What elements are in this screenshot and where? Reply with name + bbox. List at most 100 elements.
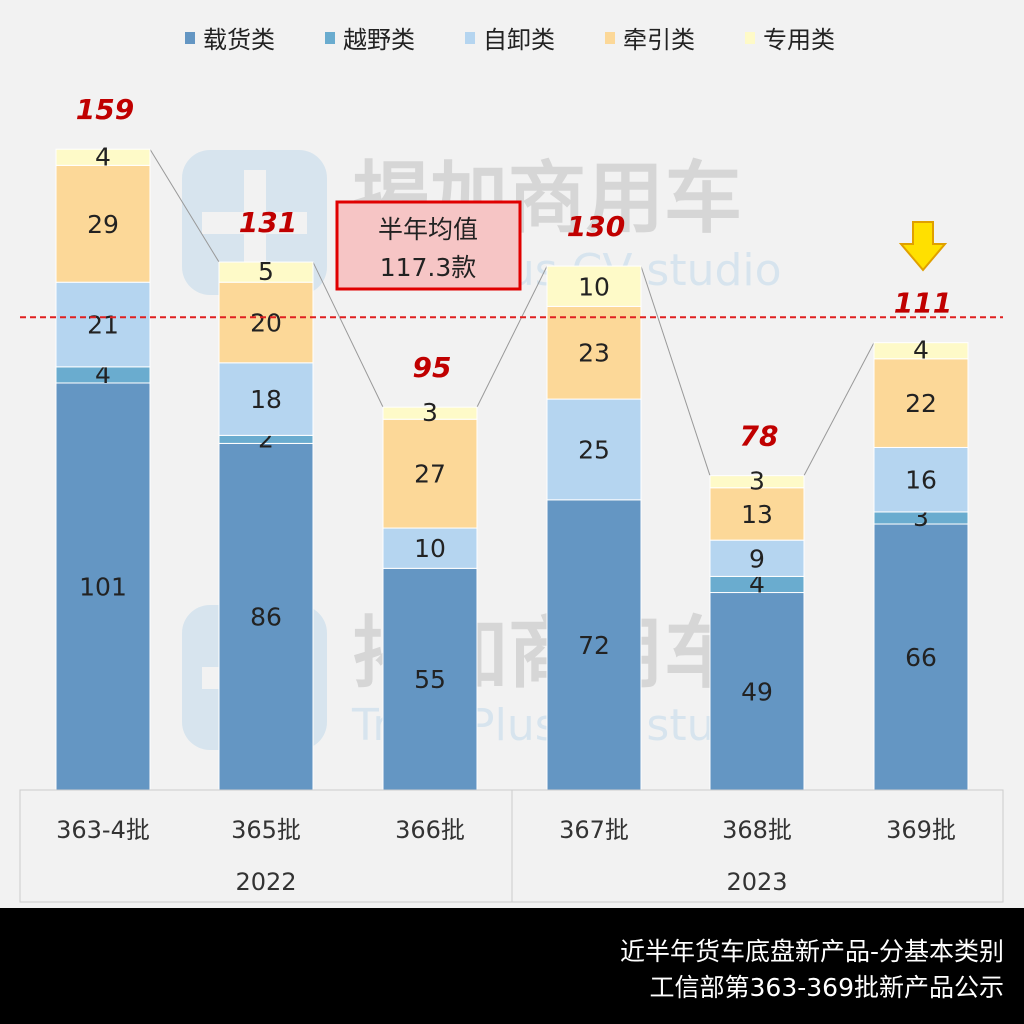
total-label: 159 — [76, 93, 134, 126]
data-label: 5 — [258, 257, 274, 286]
data-label: 49 — [741, 677, 773, 706]
bar-segment — [55, 148, 151, 166]
connector-line — [149, 148, 220, 263]
data-label: 4 — [95, 142, 111, 171]
bar-segment — [709, 487, 805, 541]
bar-segment — [55, 164, 151, 283]
data-label: 13 — [741, 500, 773, 529]
bar-segment — [218, 281, 314, 364]
data-label: 4 — [913, 336, 929, 365]
data-label: 101 — [79, 572, 127, 601]
data-label: 10 — [578, 272, 610, 301]
bar-segment — [382, 527, 478, 569]
connector-line — [803, 342, 875, 476]
bar-segment — [873, 342, 969, 360]
x-axis: 363-4批 365批 366批 367批 368批 369批 2022 2023 — [19, 789, 1004, 903]
bar-stack: 72 25 23 10 130 — [546, 210, 642, 791]
data-label: 10 — [414, 534, 446, 563]
data-label: 3 — [422, 398, 438, 427]
x-tick-label: 366批 — [395, 816, 465, 844]
footer-caption: 近半年货车底盘新产品-分基本类别 工信部第363-369批新产品公示 — [0, 908, 1024, 1024]
legend-item: 专用类 — [745, 26, 835, 54]
bar-segment — [546, 305, 642, 400]
bars: 1014212941598621820513155102739572252310… — [55, 93, 969, 791]
stacked-bar-chart: 揭加商用车TruckPlus CV studio揭加商用车TruckPlus C… — [19, 26, 1004, 903]
bar-segment — [546, 499, 642, 791]
connector-line — [312, 261, 384, 408]
x-tick-label: 367批 — [559, 816, 629, 844]
legend-swatch — [465, 32, 475, 44]
legend-label: 专用类 — [763, 26, 835, 54]
data-label: 55 — [414, 665, 446, 694]
bar-segment — [709, 539, 805, 577]
bar-segment — [382, 567, 478, 791]
legend: 载货类 越野类 自卸类 牵引类 专用类 — [185, 26, 835, 54]
group-label: 2023 — [726, 868, 787, 896]
bar-segment — [218, 261, 314, 283]
connector-line — [640, 265, 711, 476]
total-label: 131 — [239, 206, 297, 239]
bar-segment — [55, 281, 151, 368]
total-label: 78 — [740, 420, 779, 453]
data-label: 9 — [749, 544, 765, 573]
legend-label: 载货类 — [203, 26, 275, 54]
data-label: 21 — [87, 311, 119, 340]
bar-segment — [546, 265, 642, 307]
bar-segment — [709, 592, 805, 791]
x-tick-label: 369批 — [886, 816, 956, 844]
data-label: 16 — [905, 466, 937, 495]
bar-segment — [382, 406, 478, 420]
data-label: 72 — [578, 631, 610, 660]
data-label: 23 — [578, 339, 610, 368]
legend-item: 牵引类 — [605, 26, 695, 54]
average-line-group: 半年均值 117.3款 — [20, 200, 1003, 319]
data-label: 27 — [414, 460, 446, 489]
down-arrow-icon — [898, 221, 948, 272]
data-label: 20 — [250, 309, 282, 338]
legend-label: 越野类 — [343, 26, 415, 54]
bar-segment — [873, 523, 969, 791]
bar-segment — [55, 382, 151, 791]
data-label: 29 — [87, 210, 119, 239]
bar-stack: 55 10 27 3 95 — [382, 351, 478, 791]
bar-segment — [709, 475, 805, 489]
x-tick-label: 365批 — [231, 816, 301, 844]
bar-segment — [873, 358, 969, 448]
legend-item: 越野类 — [325, 26, 415, 54]
connector-line — [476, 265, 548, 408]
group-label: 2022 — [235, 868, 296, 896]
footer-line-1: 近半年货车底盘新产品-分基本类别 — [619, 937, 1004, 966]
total-connectors — [149, 148, 875, 476]
data-label: 18 — [250, 385, 282, 414]
legend-swatch — [325, 32, 335, 44]
bar-segment — [218, 442, 314, 791]
legend-label: 自卸类 — [483, 26, 555, 54]
total-label: 95 — [413, 351, 452, 384]
legend-swatch — [745, 32, 755, 44]
data-label: 86 — [250, 603, 282, 632]
legend-label: 牵引类 — [623, 26, 695, 54]
x-tick-label: 368批 — [722, 816, 792, 844]
data-label: 22 — [905, 389, 937, 418]
legend-swatch — [185, 32, 195, 44]
bar-segment — [546, 398, 642, 501]
x-tick-label: 363-4批 — [56, 816, 150, 844]
total-label: 111 — [894, 287, 952, 320]
legend-item: 自卸类 — [465, 26, 555, 54]
bar-segment — [218, 362, 314, 436]
average-annotation: 半年均值 117.3款 — [335, 200, 522, 291]
average-label-2: 117.3款 — [380, 253, 477, 282]
data-label: 25 — [578, 435, 610, 464]
legend-item: 载货类 — [185, 26, 275, 54]
footer-line-2: 工信部第363-369批新产品公示 — [649, 973, 1004, 1002]
bar-segment — [382, 418, 478, 529]
average-label-1: 半年均值 — [378, 215, 478, 244]
data-label: 3 — [749, 467, 765, 496]
legend-swatch — [605, 32, 615, 44]
total-label: 130 — [567, 210, 625, 243]
data-label: 66 — [905, 643, 937, 672]
